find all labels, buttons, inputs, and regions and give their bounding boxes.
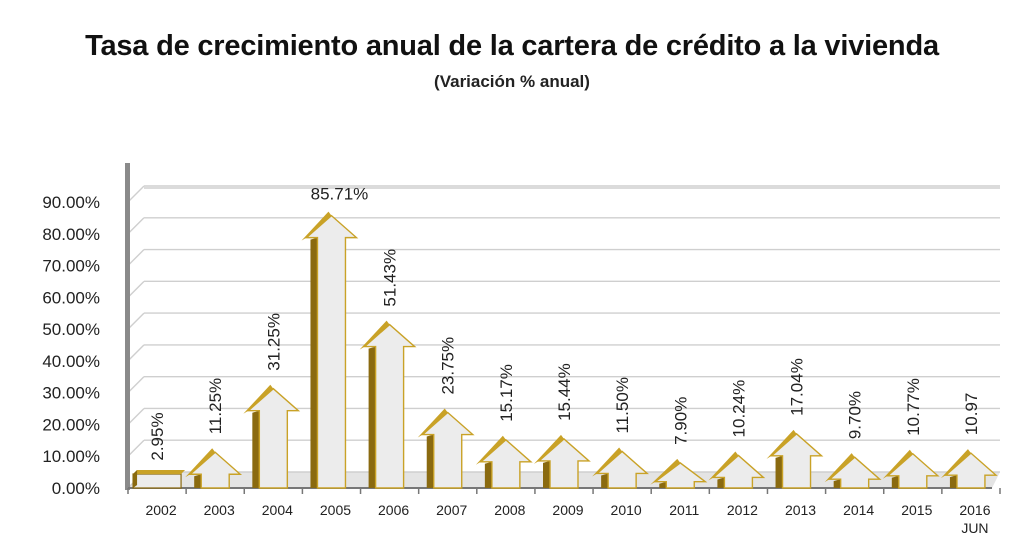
x-tick-label: 2015	[901, 502, 932, 518]
gridline-wall	[127, 344, 145, 362]
chart-title: Tasa de crecimiento anual de la cartera …	[85, 30, 939, 62]
bar-arrow	[650, 458, 708, 489]
x-tick-label: 2005	[320, 502, 351, 518]
data-label: 10.24%	[729, 380, 748, 438]
bar-arrow	[534, 434, 591, 489]
data-label: 10.77%	[904, 378, 923, 436]
y-axis-wall	[125, 163, 130, 490]
bar-arrow	[592, 447, 649, 489]
data-label: 85.71%	[311, 185, 369, 204]
bar-arrow	[940, 449, 998, 489]
x-tick-label: 2007	[436, 502, 467, 518]
bars-layer	[132, 211, 998, 489]
bar-arrow	[132, 470, 186, 489]
x-tick-label: 2008	[494, 502, 525, 518]
bar-arrow	[301, 211, 359, 489]
data-label: 11.25%	[206, 378, 225, 434]
x-tick-label: 2016	[959, 502, 990, 518]
y-tick-label: 90.00%	[42, 193, 100, 212]
x-tick-label: 2003	[204, 502, 235, 518]
gridline-wall	[127, 280, 145, 298]
bar-arrow	[824, 453, 882, 489]
bar-arrow	[708, 451, 766, 489]
x-tick-label: 2006	[378, 502, 409, 518]
y-tick-label: 30.00%	[42, 384, 100, 403]
gridline-wall	[127, 312, 145, 330]
x-tick-sublabel: JUN	[961, 520, 988, 536]
y-tick-label: 50.00%	[42, 320, 100, 339]
y-tick-label: 60.00%	[42, 288, 100, 307]
data-label: 2.95%	[148, 412, 167, 460]
data-label: 10.97	[962, 393, 981, 436]
data-label: 9.70%	[846, 391, 865, 439]
gridline-wall	[127, 376, 145, 394]
data-label: 7.90%	[671, 397, 690, 445]
gridline-wall	[127, 217, 145, 235]
data-label: 11.50%	[613, 377, 632, 433]
data-label: 23.75%	[439, 337, 458, 395]
labels-layer: 2.95% 11.25% 31.25% 85.71% 51.43% 23.75% 15.17…	[148, 185, 981, 461]
data-label: 17.04%	[788, 358, 807, 416]
x-tick-label: 2009	[552, 502, 583, 518]
gridline-wall	[127, 407, 145, 425]
x-tick-label: 2010	[611, 502, 642, 518]
data-label: 31.25%	[264, 313, 283, 371]
bar-arrow	[359, 320, 417, 489]
gridline-wall	[127, 249, 145, 267]
x-tick-label: 2011	[669, 502, 699, 518]
data-label: 15.17%	[497, 364, 516, 422]
bar-arrow	[243, 384, 301, 489]
data-label: 15.44%	[555, 363, 574, 421]
gridline-wall	[127, 185, 145, 203]
bar-arrow	[185, 448, 243, 489]
y-tick-label: 20.00%	[42, 415, 100, 434]
chart-subtitle: (Variación % anual)	[434, 72, 590, 91]
bar-arrow	[766, 429, 824, 489]
y-tick-label: 10.00%	[42, 447, 100, 466]
bar-arrow	[475, 435, 533, 489]
y-tick-label: 0.00%	[52, 479, 100, 498]
x-tick-label: 2012	[727, 502, 758, 518]
bar-arrow	[417, 408, 475, 489]
gridline-wall	[127, 439, 145, 457]
x-tick-label: 2013	[785, 502, 816, 518]
data-label: 51.43%	[381, 249, 400, 307]
y-tick-label: 40.00%	[42, 352, 100, 371]
x-tick-label: 2014	[843, 502, 874, 518]
x-tick-label: 2002	[145, 502, 176, 518]
x-tick-label: 2004	[262, 502, 293, 518]
bar-arrow	[882, 449, 940, 489]
y-tick-label: 80.00%	[42, 225, 100, 244]
y-tick-label: 70.00%	[42, 257, 100, 276]
